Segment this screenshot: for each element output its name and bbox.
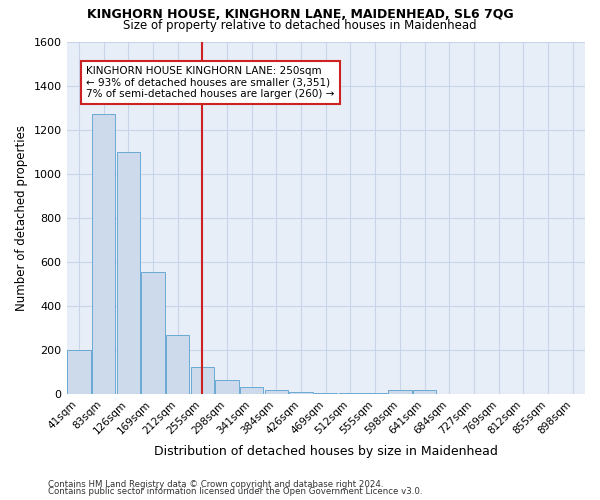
Bar [240,386,263,394]
Bar [116,152,140,394]
Text: Contains HM Land Registry data © Crown copyright and database right 2024.: Contains HM Land Registry data © Crown c… [48,480,383,489]
Bar [166,335,190,394]
Bar [215,380,239,394]
Bar [413,390,436,394]
Text: Contains public sector information licensed under the Open Government Licence v3: Contains public sector information licen… [48,487,422,496]
Bar [92,114,115,394]
X-axis label: Distribution of detached houses by size in Maidenhead: Distribution of detached houses by size … [154,444,498,458]
Bar [388,390,412,394]
Bar [67,350,91,395]
Bar [289,392,313,394]
Text: Size of property relative to detached houses in Maidenhead: Size of property relative to detached ho… [123,18,477,32]
Text: KINGHORN HOUSE KINGHORN LANE: 250sqm
← 93% of detached houses are smaller (3,351: KINGHORN HOUSE KINGHORN LANE: 250sqm ← 9… [86,66,335,99]
Bar [314,392,337,394]
Y-axis label: Number of detached properties: Number of detached properties [15,125,28,311]
Bar [141,272,164,394]
Bar [339,393,362,394]
Bar [191,367,214,394]
Bar [265,390,288,394]
Text: KINGHORN HOUSE, KINGHORN LANE, MAIDENHEAD, SL6 7QG: KINGHORN HOUSE, KINGHORN LANE, MAIDENHEA… [86,8,514,20]
